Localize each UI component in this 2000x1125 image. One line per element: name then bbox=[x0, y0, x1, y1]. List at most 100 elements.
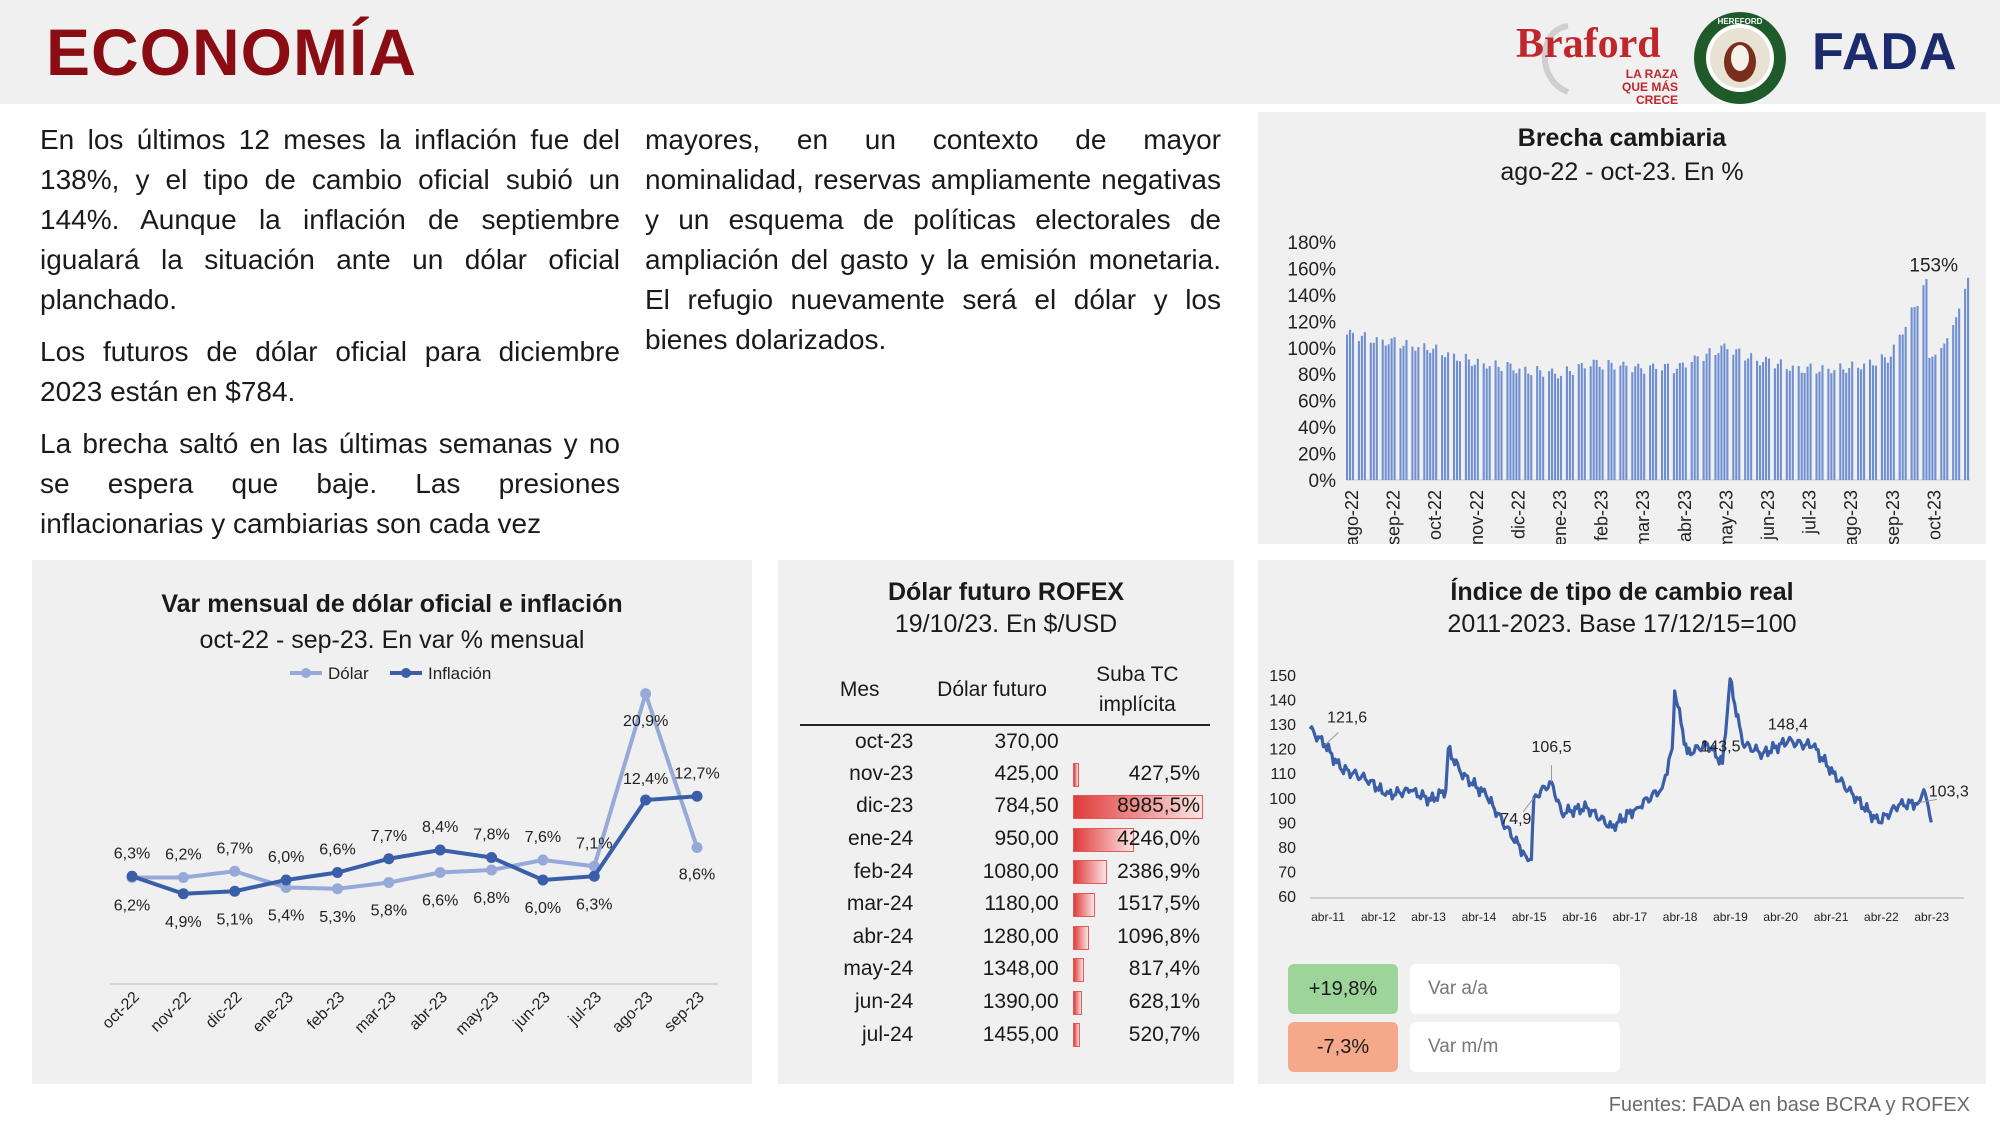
var-point bbox=[691, 790, 703, 802]
var-data-label: 7,6% bbox=[525, 829, 561, 846]
brecha-bar bbox=[1402, 345, 1405, 480]
brecha-bar bbox=[1556, 378, 1560, 480]
brecha-bar bbox=[1857, 367, 1860, 480]
brecha-bar bbox=[1554, 373, 1557, 480]
itcr-subtitle: 2011-2023. Base 17/12/15=100 bbox=[1447, 610, 1797, 638]
var-data-label: 5,1% bbox=[216, 911, 252, 928]
brecha-bar bbox=[1559, 375, 1563, 480]
rofex-cell-mes: oct-23 bbox=[854, 729, 914, 753]
intro-text-column-1: En los últimos 12 meses la inflación fue… bbox=[40, 120, 620, 545]
itcr-y-tick: 80 bbox=[1278, 840, 1296, 857]
itcr-x-tick: abr-16 bbox=[1562, 910, 1597, 924]
var-point bbox=[229, 885, 241, 897]
itcr-annotation-leader bbox=[1918, 798, 1937, 804]
rofex-data-bar bbox=[1072, 958, 1085, 983]
var-point bbox=[640, 688, 652, 700]
kpi-var-mm-value: -7,3% bbox=[1288, 1022, 1398, 1072]
hereford-logo: HEREFORD bbox=[1692, 10, 1788, 106]
rofex-header-suba: Suba TC implícita bbox=[1064, 660, 1210, 726]
kpi-var-mm-label: Var m/m bbox=[1410, 1022, 1620, 1072]
brecha-x-tick: may-23 bbox=[1716, 490, 1736, 544]
rofex-cell-dolar: 1080,00 bbox=[982, 859, 1059, 883]
brecha-bar bbox=[1423, 343, 1426, 480]
rofex-data-bar bbox=[1072, 860, 1108, 885]
var-point bbox=[691, 842, 703, 853]
brecha-bar bbox=[1455, 360, 1459, 480]
brecha-bar bbox=[1913, 307, 1916, 480]
brecha-bar bbox=[1702, 360, 1705, 480]
rofex-suba-label: 2386,9% bbox=[1117, 859, 1200, 883]
itcr-annotation: 143,5 bbox=[1700, 738, 1740, 755]
brecha-bar bbox=[1916, 305, 1919, 480]
brecha-bar bbox=[1830, 373, 1833, 480]
brecha-x-tick: ago-22 bbox=[1342, 490, 1362, 544]
brecha-bar bbox=[1447, 352, 1450, 480]
var-x-tick: dic-22 bbox=[203, 989, 246, 1032]
brecha-bar bbox=[1589, 366, 1592, 480]
itcr-y-tick: 60 bbox=[1278, 889, 1296, 906]
itcr-series-line bbox=[1308, 677, 1933, 863]
brecha-bar bbox=[1928, 357, 1931, 480]
brecha-bar bbox=[1524, 366, 1527, 480]
brecha-x-tick: jun-23 bbox=[1758, 490, 1778, 541]
brecha-bar bbox=[1390, 338, 1393, 480]
rofex-suba-label: 8985,5% bbox=[1117, 794, 1200, 818]
brecha-bar bbox=[1476, 358, 1479, 480]
brecha-bar bbox=[1946, 338, 1949, 480]
brecha-bar bbox=[1717, 353, 1720, 480]
var-chart: Dólar Inflación 6,2% 6,3% 6,2% 4,9% 6,7% 5,1% 5,… bbox=[99, 664, 719, 1039]
brecha-bar bbox=[1925, 279, 1928, 480]
rofex-cell-dolar: 1390,00 bbox=[982, 990, 1059, 1014]
var-point bbox=[537, 874, 549, 886]
brecha-bar bbox=[1675, 368, 1678, 480]
brecha-bar bbox=[1583, 368, 1586, 480]
itcr-y-tick: 130 bbox=[1269, 717, 1296, 734]
itcr-y-tick: 90 bbox=[1278, 815, 1296, 832]
rofex-suba-label: 817,4% bbox=[1128, 957, 1200, 981]
brecha-bar bbox=[1788, 370, 1791, 480]
rofex-cell-mes: jul-24 bbox=[861, 1022, 914, 1046]
var-data-label: 20,9% bbox=[623, 713, 668, 730]
brecha-bar bbox=[1625, 365, 1628, 480]
rofex-cell-dolar: 370,00 bbox=[994, 729, 1059, 753]
brecha-bar bbox=[1357, 341, 1360, 480]
brecha-y-tick: 180% bbox=[1287, 233, 1336, 254]
var-x-tick: oct-22 bbox=[99, 989, 143, 1033]
brecha-y-tick: 80% bbox=[1298, 365, 1336, 386]
var-data-label: 5,8% bbox=[371, 903, 407, 920]
brecha-bar bbox=[1738, 348, 1741, 480]
var-data-label: 6,3% bbox=[576, 896, 612, 913]
brecha-bar bbox=[1892, 344, 1895, 480]
var-data-label: 5,3% bbox=[319, 909, 355, 926]
brecha-bar bbox=[1827, 368, 1830, 480]
var-data-label: 6,2% bbox=[114, 898, 150, 915]
var-point bbox=[383, 853, 395, 865]
var-point bbox=[640, 794, 652, 806]
brecha-bar bbox=[1405, 339, 1408, 480]
brecha-bar bbox=[1747, 358, 1750, 480]
brecha-bar bbox=[1372, 342, 1375, 480]
itcr-x-tick: abr-12 bbox=[1361, 910, 1396, 924]
var-point bbox=[588, 870, 600, 882]
brecha-bar bbox=[1414, 350, 1417, 480]
brecha-bar bbox=[1387, 344, 1390, 480]
rofex-suba-label: 427,5% bbox=[1128, 761, 1200, 785]
itcr-annotation-leader bbox=[1522, 797, 1535, 813]
itcr-x-tick: abr-17 bbox=[1613, 910, 1648, 924]
brecha-bar bbox=[1369, 342, 1372, 480]
brecha-bar bbox=[1426, 350, 1429, 480]
brecha-bar bbox=[1815, 373, 1818, 480]
brecha-bar bbox=[1542, 376, 1545, 480]
brecha-bar bbox=[1720, 345, 1723, 480]
rofex-cell-dolar: 1180,00 bbox=[984, 892, 1059, 916]
rofex-suba-label: 1096,8% bbox=[1117, 924, 1200, 948]
rofex-cell-suba: 427,5% bbox=[1065, 758, 1210, 791]
var-point bbox=[126, 870, 138, 882]
header-bar bbox=[0, 0, 2000, 104]
rofex-data-bar bbox=[1072, 827, 1135, 852]
brecha-bar bbox=[1432, 348, 1435, 480]
brecha-y-tick: 160% bbox=[1287, 259, 1336, 280]
var-point bbox=[229, 865, 241, 877]
var-series-line bbox=[132, 687, 699, 891]
var-data-label: 12,7% bbox=[674, 765, 719, 782]
